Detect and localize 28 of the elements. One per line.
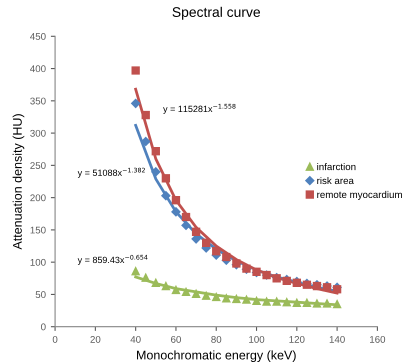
y-tick-label: 400	[30, 65, 46, 72]
y-tick-label: 200	[30, 194, 46, 202]
chart-title: Spectral curve	[172, 6, 260, 20]
y-tick-label: 300	[30, 130, 46, 137]
x-axis-title: Monochromatic energy (keV)	[137, 350, 296, 362]
y-tick-label: 350	[30, 98, 46, 104]
y-tick-label: 150	[30, 226, 46, 234]
x-tick-label: 140	[330, 336, 345, 343]
x-tick-label: 160	[370, 336, 386, 343]
annotation: y = 115281x$^{−1.558}$	[163, 104, 236, 114]
legend-label: infarction	[317, 163, 356, 170]
y-tick-label: 250	[30, 162, 46, 169]
y-tick-label: 0	[41, 323, 46, 330]
y-tick-label: 100	[30, 258, 46, 266]
y-axis-title: Attenuation density (HU)	[12, 114, 24, 250]
x-tick-label: 40	[130, 336, 141, 343]
legend-label: risk area	[317, 176, 354, 184]
x-tick-label: 0	[52, 336, 58, 343]
x-tick-label: 20	[90, 336, 100, 343]
annotation: y = 859.43x$^{−0.654}$	[78, 254, 148, 265]
y-tick-label: 50	[36, 291, 46, 298]
x-tick-label: 120	[289, 336, 305, 343]
x-tick-label: 80	[211, 336, 222, 343]
legend-label: remote myocardium	[317, 190, 402, 200]
annotation: y = 51088x$^{−1.382}$	[78, 168, 145, 178]
x-tick-label: 60	[171, 336, 181, 343]
y-tick-label: 450	[30, 33, 46, 40]
x-tick-label: 100	[249, 336, 264, 343]
